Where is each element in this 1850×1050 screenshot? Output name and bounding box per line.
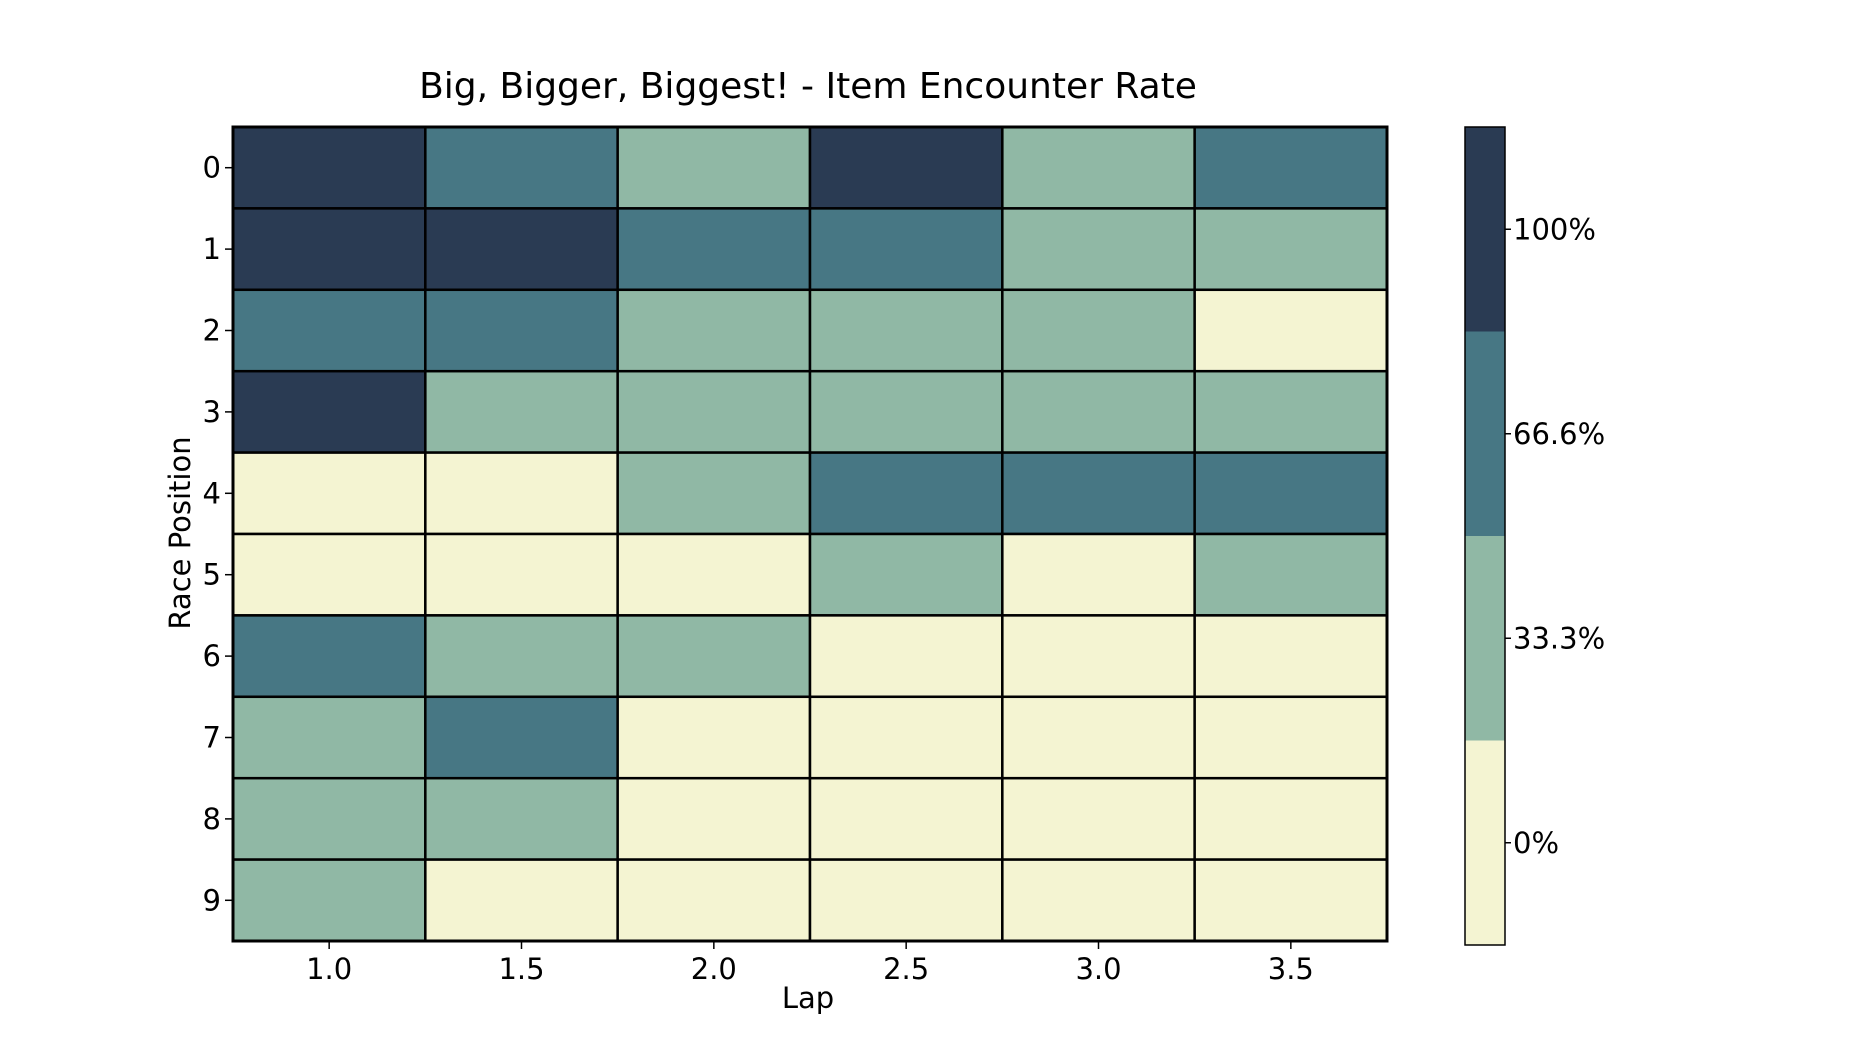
- heatmap-cell-r1-c3: [808, 207, 1004, 292]
- heatmap-cell-r0-c2: [616, 125, 812, 210]
- y-tick-label: 4: [203, 476, 221, 510]
- heatmap-cell-r3-c1: [424, 369, 619, 454]
- x-tick-label: 1.0: [306, 952, 352, 986]
- colorbar-tick-label: 66.6%: [1513, 417, 1605, 451]
- heatmap-cell-r7-c0: [231, 695, 427, 780]
- heatmap-cell-r3-c3: [808, 369, 1004, 454]
- heatmap-cell-r6-c2: [616, 614, 812, 699]
- heatmap-cell-r6-c4: [1001, 614, 1196, 699]
- heatmap-cell-r7-c3: [808, 695, 1004, 780]
- x-tick-label: 2.5: [883, 952, 929, 986]
- y-tick-label: 5: [203, 558, 221, 592]
- heatmap-cell-r1-c5: [1193, 207, 1389, 292]
- colorbar-tick-label: 0%: [1513, 826, 1559, 860]
- heatmap-cell-r0-c3: [808, 125, 1004, 210]
- heatmap-cell-r4-c4: [1001, 451, 1196, 536]
- heatmap-cell-r3-c0: [231, 369, 427, 454]
- y-tick-label: 6: [203, 639, 221, 673]
- colorbar-segment: [1465, 127, 1505, 332]
- plot-frame: [231, 125, 1389, 943]
- heatmap-cell-r8-c4: [1001, 776, 1196, 861]
- heatmap-cell-r2-c4: [1001, 288, 1196, 373]
- heatmap-cell-r4-c2: [616, 451, 812, 536]
- x-tick-label: 3.5: [1268, 952, 1314, 986]
- colorbar-tick-label: 100%: [1513, 212, 1596, 246]
- x-axis-ticks: 1.0 1.5 2.0 2.5 3.0 3.5: [306, 941, 1314, 986]
- heatmap-cell-r0-c0: [231, 125, 427, 210]
- heatmap-cell-r6-c0: [231, 614, 427, 699]
- heatmap-cell-r4-c3: [808, 451, 1004, 536]
- colorbar-segment: [1465, 740, 1505, 945]
- heatmap-cell-r5-c3: [808, 532, 1004, 617]
- heatmap-cell-r9-c2: [616, 858, 812, 943]
- heatmap-cell-r9-c5: [1193, 858, 1389, 943]
- heatmap-cell-r5-c4: [1001, 532, 1196, 617]
- heatmap-cell-r4-c5: [1193, 451, 1389, 536]
- heatmap-cell-r3-c5: [1193, 369, 1389, 454]
- heatmap-cell-r9-c1: [424, 858, 619, 943]
- heatmap-cell-r2-c2: [616, 288, 812, 373]
- heatmap-cell-r8-c5: [1193, 776, 1389, 861]
- colorbar-ticks: 0% 33.3% 66.6% 100%: [1505, 212, 1605, 860]
- heatmap-cell-r7-c5: [1193, 695, 1389, 780]
- heatmap-cell-r3-c2: [616, 369, 812, 454]
- colorbar-tick-label: 33.3%: [1513, 621, 1605, 655]
- chart-title: Big, Bigger, Biggest! - Item Encounter R…: [419, 66, 1197, 107]
- heatmap-cell-r8-c0: [231, 776, 427, 861]
- heatmap-cell-r8-c2: [616, 776, 812, 861]
- x-tick-label: 1.5: [498, 952, 544, 986]
- x-tick-label: 2.0: [691, 952, 737, 986]
- heatmap-cell-r2-c3: [808, 288, 1004, 373]
- heatmap-cell-r9-c0: [231, 858, 427, 943]
- heatmap-cell-r5-c1: [424, 532, 619, 617]
- y-tick-label: 2: [203, 314, 221, 348]
- heatmap-cell-r5-c5: [1193, 532, 1389, 617]
- heatmap-cell-r5-c0: [231, 532, 427, 617]
- heatmap-cell-r3-c4: [1001, 369, 1196, 454]
- heatmap-cell-r4-c0: [231, 451, 427, 536]
- x-tick-label: 3.0: [1075, 952, 1121, 986]
- y-axis-ticks: 0 1 2 3 4 5 6 7 8 9: [203, 151, 233, 917]
- heatmap-cell-r9-c3: [808, 858, 1004, 943]
- heatmap-cell-r4-c1: [424, 451, 619, 536]
- heatmap-cell-r7-c4: [1001, 695, 1196, 780]
- heatmap-cell-r8-c1: [424, 776, 619, 861]
- x-axis-label: Lap: [782, 981, 834, 1015]
- heatmap-cell-r2-c5: [1193, 288, 1389, 373]
- heatmap-cell-r0-c5: [1193, 125, 1389, 210]
- heatmap-cell-r2-c0: [231, 288, 427, 373]
- colorbar-frame: [1464, 126, 1506, 946]
- y-tick-label: 7: [203, 721, 221, 755]
- heatmap-cell-r1-c4: [1001, 207, 1196, 292]
- heatmap-cell-r9-c4: [1001, 858, 1196, 943]
- heatmap-cell-r7-c2: [616, 695, 812, 780]
- heatmap-cells: [231, 125, 1389, 943]
- colorbar-segment: [1465, 536, 1505, 741]
- y-tick-label: 9: [203, 883, 221, 917]
- y-tick-label: 0: [203, 151, 221, 185]
- heatmap-cell-r6-c5: [1193, 614, 1389, 699]
- y-tick-label: 8: [203, 802, 221, 836]
- heatmap-cell-r0-c4: [1001, 125, 1196, 210]
- heatmap-cell-r6-c3: [808, 614, 1004, 699]
- colorbar: [1464, 126, 1506, 946]
- heatmap-cell-r8-c3: [808, 776, 1004, 861]
- heatmap-cell-r0-c1: [424, 125, 619, 210]
- heatmap-cell-r1-c1: [424, 207, 619, 292]
- y-axis-label: Race Position: [163, 436, 197, 629]
- y-tick-label: 3: [203, 395, 221, 429]
- y-tick-label: 1: [203, 232, 221, 266]
- heatmap-cell-r2-c1: [424, 288, 619, 373]
- heatmap-cell-r5-c2: [616, 532, 812, 617]
- heatmap-cell-r6-c1: [424, 614, 619, 699]
- heatmap-cell-r1-c2: [616, 207, 812, 292]
- heatmap-cell-r1-c0: [231, 207, 427, 292]
- heatmap-cell-r7-c1: [424, 695, 619, 780]
- colorbar-segment: [1465, 331, 1505, 536]
